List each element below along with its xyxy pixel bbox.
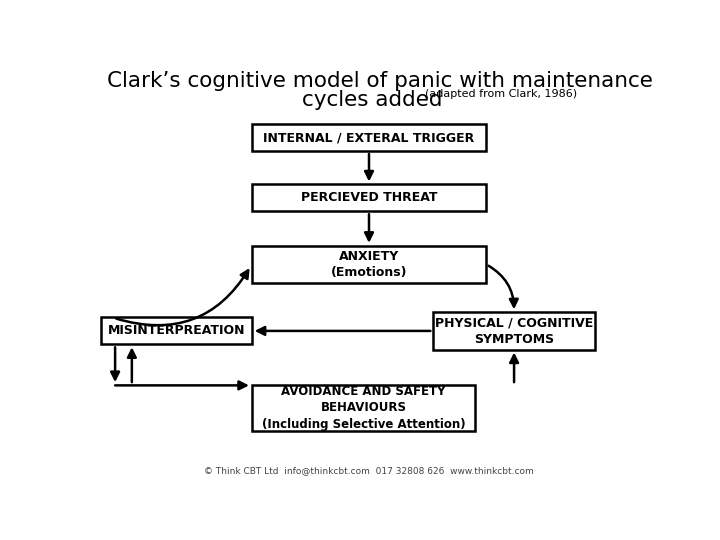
FancyBboxPatch shape xyxy=(252,184,486,211)
Text: MISINTERPREATION: MISINTERPREATION xyxy=(108,325,246,338)
Text: © Think CBT Ltd  info@thinkcbt.com  017 32808 626  www.thinkcbt.com: © Think CBT Ltd info@thinkcbt.com 017 32… xyxy=(204,467,534,476)
FancyBboxPatch shape xyxy=(433,312,595,349)
Text: PHYSICAL / COGNITIVE
SYMPTOMS: PHYSICAL / COGNITIVE SYMPTOMS xyxy=(435,316,593,346)
FancyBboxPatch shape xyxy=(252,124,486,151)
Text: PERCIEVED THREAT: PERCIEVED THREAT xyxy=(301,191,437,204)
FancyBboxPatch shape xyxy=(101,318,252,345)
FancyBboxPatch shape xyxy=(252,385,475,431)
Text: (adapted from Clark, 1986): (adapted from Clark, 1986) xyxy=(425,89,577,99)
Text: Clark’s cognitive model of panic with maintenance: Clark’s cognitive model of panic with ma… xyxy=(107,71,652,91)
Text: ANXIETY
(Emotions): ANXIETY (Emotions) xyxy=(330,249,408,279)
Text: INTERNAL / EXTERAL TRIGGER: INTERNAL / EXTERAL TRIGGER xyxy=(264,131,474,144)
Text: AVOIDANCE AND SAFETY
BEHAVIOURS
(Including Selective Attention): AVOIDANCE AND SAFETY BEHAVIOURS (Includi… xyxy=(261,385,465,431)
Text: cycles added: cycles added xyxy=(302,90,443,110)
FancyBboxPatch shape xyxy=(252,246,486,283)
